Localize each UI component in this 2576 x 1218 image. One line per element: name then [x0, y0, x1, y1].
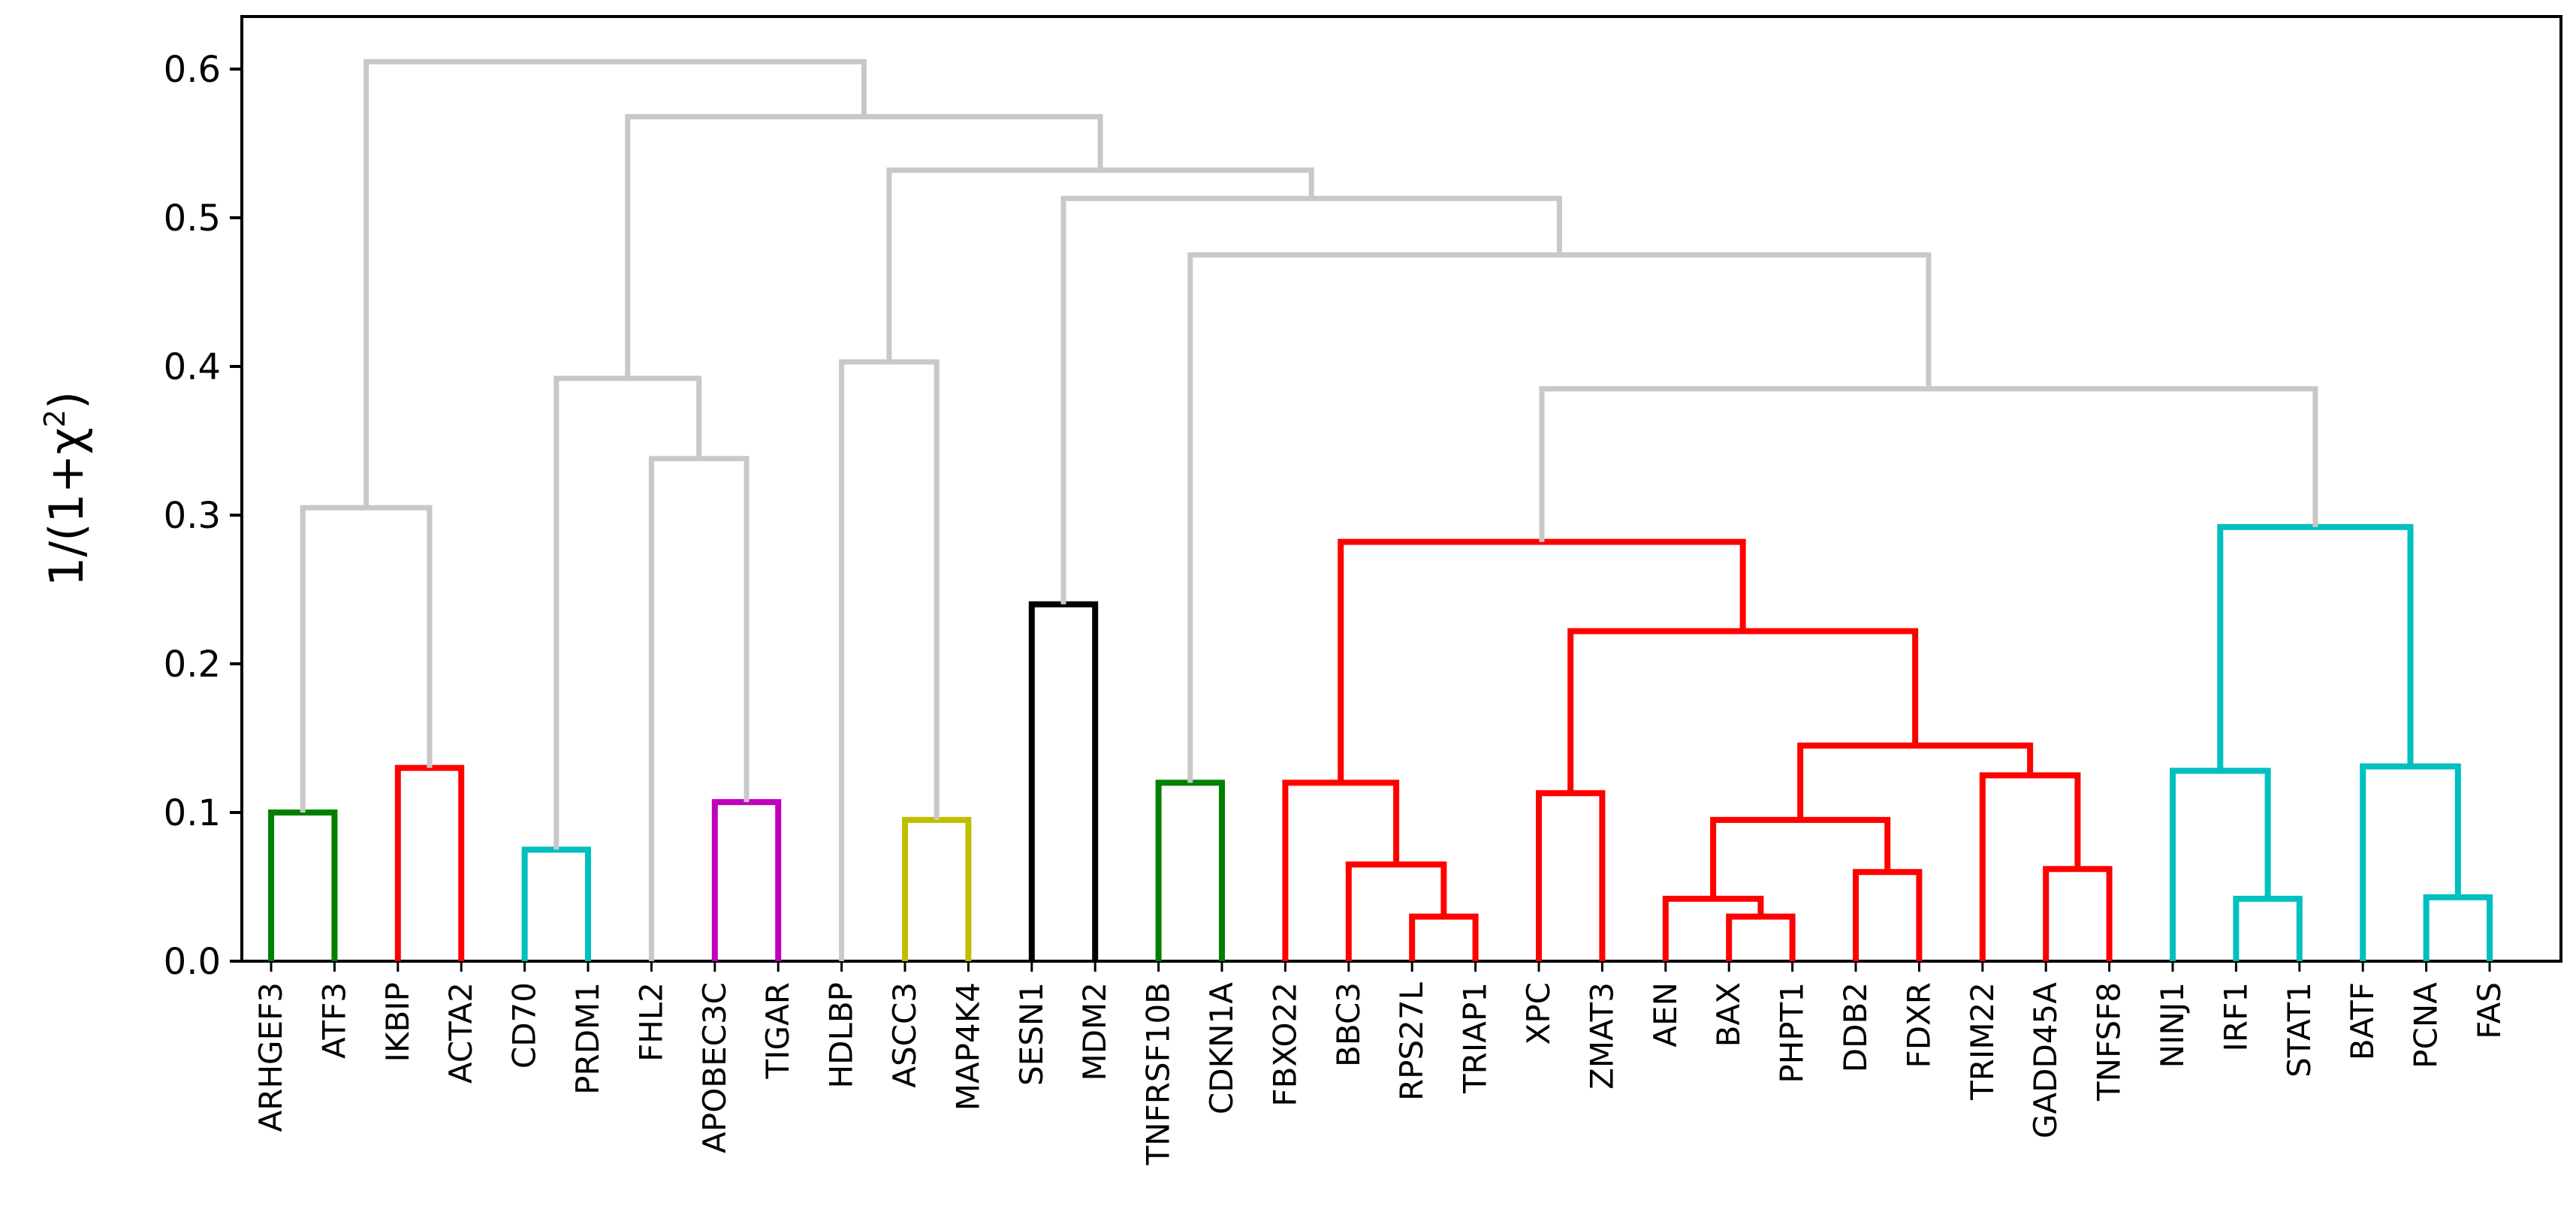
link-SESN1-MDM2: [1028, 601, 1099, 961]
link-ASCC3-MAP4K4: [902, 816, 972, 961]
leaf-label-PCNA: PCNA: [2408, 982, 2445, 1069]
leaf-label-TIGAR: TIGAR: [759, 982, 796, 1080]
link-NINJ1-c21: [2170, 767, 2271, 961]
link-DDB2-FDXR: [1853, 869, 1923, 961]
leaf-label-TRIAP1: TRIAP1: [1457, 982, 1494, 1094]
leaf-label-ZMAT3: ZMAT3: [1583, 982, 1620, 1090]
link-c13-c14: [1710, 816, 1891, 899]
leaf-label-XPC: XPC: [1520, 982, 1557, 1045]
y-tick-label: 0.5: [164, 197, 221, 240]
leaf-label-BAX: BAX: [1710, 982, 1747, 1047]
leaf-label-AEN: AEN: [1647, 982, 1684, 1048]
leaf-label-FDXR: FDXR: [1900, 982, 1937, 1068]
link-c32-c30: [625, 113, 1103, 378]
y-tick-label: 0.2: [164, 644, 221, 686]
link-IKBIP-ACTA2: [394, 764, 465, 961]
leaf-label-ARHGEF3: ARHGEF3: [252, 982, 289, 1132]
link-c3-c31: [554, 375, 702, 850]
leaf-label-PHPT1: PHPT1: [1774, 982, 1811, 1084]
leaf-label-CDKN1A: CDKN1A: [1203, 982, 1240, 1114]
link-c34-c33: [363, 59, 867, 508]
leaf-label-NINJ1: NINJ1: [2154, 982, 2191, 1068]
y-tick-label: 0.4: [164, 346, 221, 388]
leaf-label-STAT1: STAT1: [2281, 982, 2318, 1078]
link-BAX-PHPT1: [1726, 913, 1796, 961]
link-c15-c17: [1797, 742, 2034, 820]
link-c10-c19: [1338, 538, 1746, 783]
y-tick-label: 0.0: [164, 941, 221, 983]
leaf-label-FBXO22: FBXO22: [1266, 982, 1303, 1107]
leaf-label-IRF1: IRF1: [2217, 982, 2254, 1051]
y-axis-title-superscript: 2: [38, 409, 71, 427]
link-c20-c25: [1539, 386, 2318, 542]
leaf-label-IKBIP: IKBIP: [379, 982, 416, 1062]
link-XPC-ZMAT3: [1536, 790, 1606, 961]
link-GADD45A-TNFSF8: [2043, 866, 2113, 961]
link-ARHGEF3-ATF3: [268, 809, 338, 961]
link-HDLBP-c5: [839, 359, 940, 961]
y-axis-title-main: 1/(1+χ: [39, 427, 94, 586]
link-BBC3-c8: [1345, 861, 1447, 961]
leaf-label-RPS27L: RPS27L: [1393, 981, 1430, 1101]
leaf-label-ATF3: ATF3: [315, 982, 352, 1059]
link-FHL2-c4: [648, 456, 750, 961]
leaf-label-BATF: BATF: [2344, 982, 2381, 1060]
link-PCNA-FAS: [2423, 894, 2493, 961]
link-IRF1-STAT1: [2233, 895, 2303, 961]
leaf-label-SESN1: SESN1: [1013, 982, 1050, 1086]
leaf-label-HDLBP: HDLBP: [823, 982, 860, 1088]
link-FBXO22-c9: [1282, 779, 1400, 961]
leaf-label-ASCC3: ASCC3: [886, 982, 923, 1088]
leaf-label-TRIM22: TRIM22: [1964, 982, 2001, 1101]
leaf-label-CD70: CD70: [506, 982, 543, 1069]
y-tick-label: 0.1: [164, 792, 221, 834]
link-c22-c24: [2217, 523, 2414, 771]
leaf-label-TNFSF8: TNFSF8: [2091, 982, 2128, 1102]
leaf-label-GADD45A: GADD45A: [2027, 982, 2064, 1138]
leaf-label-MAP4K4: MAP4K4: [949, 982, 986, 1111]
link-CD70-PRDM1: [521, 846, 591, 961]
y-axis: 0.0 0.1 0.2 0.3 0.4 0.5 0.6: [164, 49, 242, 983]
link-APOBEC3C-TIGAR: [711, 799, 782, 961]
link-c11-c18: [1567, 628, 1919, 794]
dendrogram-links: [268, 59, 2493, 961]
leaf-label-DDB2: DDB2: [1837, 982, 1874, 1072]
leaf-label-FAS: FAS: [2471, 982, 2508, 1039]
link-c7-c26: [1187, 252, 1932, 783]
y-tick-label: 0.3: [164, 495, 221, 537]
leaf-label-FHL2: FHL2: [632, 982, 669, 1062]
y-axis-title-suffix: ): [39, 391, 94, 409]
leaf-label-MDM2: MDM2: [1076, 982, 1113, 1081]
leaf-label-ACTA2: ACTA2: [442, 982, 479, 1084]
y-axis-title: 1/(1+χ2): [38, 391, 94, 586]
link-TNFRSF10B-CDKN1A: [1155, 779, 1225, 961]
leaf-label-BBC3: BBC3: [1330, 982, 1367, 1067]
link-AEN-c12: [1662, 895, 1764, 961]
plot-frame: [240, 15, 2562, 963]
y-tick-label: 0.6: [164, 49, 221, 91]
leaf-label-APOBEC3C: APOBEC3C: [696, 982, 733, 1153]
x-axis: ARHGEF3 ATF3 IKBIP ACTA2 CD70 PRDM1 FHL2 APOBEC…: [252, 961, 2508, 1166]
leaf-label-TNFRSF10B: TNFRSF10B: [1140, 982, 1177, 1166]
link-RPS27L-TRIAP1: [1409, 913, 1479, 961]
link-BATF-c23: [2360, 763, 2461, 961]
leaf-label-PRDM1: PRDM1: [569, 982, 606, 1095]
